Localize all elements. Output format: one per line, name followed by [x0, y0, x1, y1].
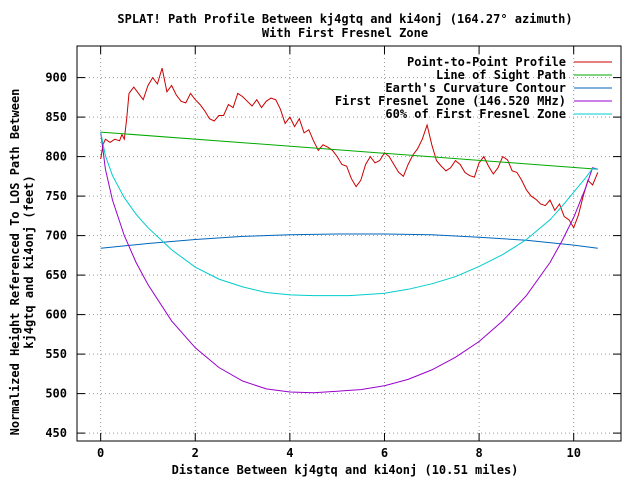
- x-tick-label: 6: [381, 446, 388, 460]
- legend-label-line-of-sight-path: Line of Sight Path: [436, 68, 566, 82]
- y-tick-label: 600: [45, 308, 67, 322]
- legend-label-point-to-point-profile: Point-to-Point Profile: [407, 55, 566, 69]
- series-line-earth-s-curvature-contour: [100, 233, 598, 249]
- chart-title: SPLAT! Path Profile Between kj4gtq and k…: [117, 12, 572, 26]
- series-line-point-to-point-profile: [100, 67, 599, 229]
- y-tick-label: 750: [45, 189, 67, 203]
- legend-label-60-of-first-fresnel-zone: 60% of First Fresnel Zone: [385, 107, 566, 121]
- y-tick-label: 500: [45, 387, 67, 401]
- plot-frame: [76, 45, 622, 442]
- y-tick-label: 550: [45, 347, 67, 361]
- x-axis-label: Distance Between kj4gtq and ki4onj (10.5…: [172, 463, 519, 477]
- y-tick-label: 900: [45, 71, 67, 85]
- y-tick-label: 800: [45, 150, 67, 164]
- y-axis-label-line2: kj4gtq and ki4onj (feet): [22, 175, 36, 348]
- chart-subtitle: With First Fresnel Zone: [262, 26, 428, 40]
- grid-lines: [77, 46, 621, 441]
- series-line-60-of-first-fresnel-zone: [100, 132, 598, 297]
- x-tick-label: 8: [475, 446, 482, 460]
- x-tick-label: 10: [566, 446, 580, 460]
- y-tick-label: 450: [45, 426, 67, 440]
- y-tick-label: 850: [45, 110, 67, 124]
- axis-ticks: 0 2 4 6 8 10 450 500 550 600 650 700 750 800 850 900: [45, 46, 621, 460]
- series-group: [100, 67, 599, 394]
- x-tick-label: 0: [97, 446, 104, 460]
- legend-label-first-fresnel-zone-146-520-mhz: First Fresnel Zone (146.520 MHz): [335, 94, 566, 108]
- y-tick-label: 700: [45, 229, 67, 243]
- y-tick-label: 650: [45, 268, 67, 282]
- x-tick-label: 4: [286, 446, 293, 460]
- x-tick-label: 2: [192, 446, 199, 460]
- y-axis-label-line1: Normalized Height Referenced To LOS Path…: [8, 89, 22, 436]
- series-line-first-fresnel-zone-146-520-mhz: [100, 132, 598, 394]
- series-line-line-of-sight-path: [100, 131, 598, 170]
- legend-label-earth-s-curvature-contour: Earth's Curvature Contour: [385, 81, 566, 95]
